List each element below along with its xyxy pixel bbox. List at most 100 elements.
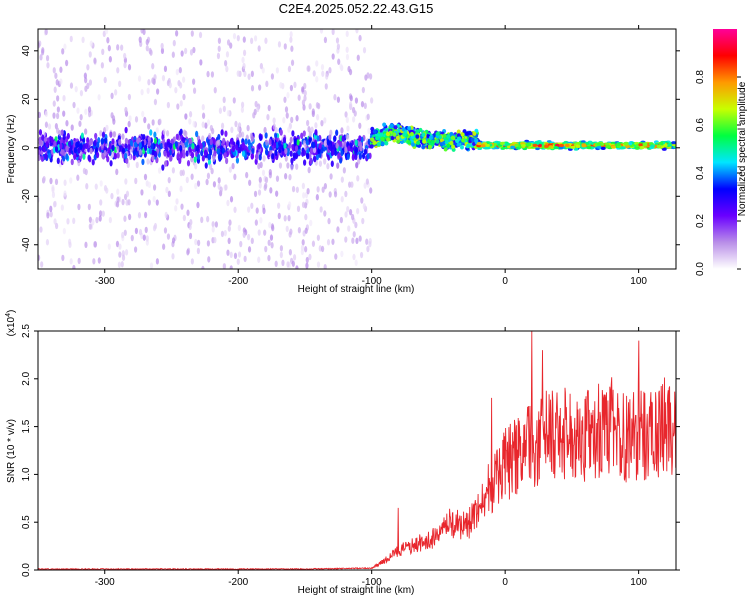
spectrogram-cell <box>464 131 469 136</box>
spectrogram-cell <box>314 129 318 136</box>
spectrogram-cell <box>111 144 115 152</box>
spectrogram-cell <box>56 106 60 113</box>
spectrogram-cell <box>427 145 432 150</box>
spectrogram-cell <box>315 102 319 109</box>
spectrogram-cell <box>428 135 433 140</box>
spectrogram-cell <box>190 30 194 37</box>
spectrogram-cell <box>222 137 226 145</box>
spectrogram-cell <box>54 222 59 230</box>
spectrogram-cell <box>226 249 230 256</box>
spectrogram-cell <box>348 181 352 188</box>
spectrogram-cell <box>352 231 356 238</box>
spectrogram-cell <box>127 93 131 101</box>
spectrogram-cell <box>146 87 150 94</box>
spectrogram-cell <box>358 135 362 142</box>
spectrogram-cell <box>304 227 308 234</box>
spectrogram-cell <box>446 134 451 139</box>
spectrogram-cell <box>237 224 241 232</box>
spectrogram-cell <box>197 139 202 146</box>
spectrogram-cell <box>321 186 325 193</box>
spectrogram-cell <box>331 29 335 36</box>
spectrogram-cell <box>359 251 364 259</box>
spectrogram-cell <box>449 131 454 137</box>
spectrogram-cell <box>151 63 155 70</box>
spectrogram-cell <box>98 210 103 217</box>
spectrogram-cell <box>206 172 211 180</box>
spectrogram-cell <box>147 140 151 147</box>
spectrogram-cell <box>77 257 81 265</box>
spectrogram-cell <box>88 51 92 58</box>
spectrogram-cell <box>84 76 88 84</box>
spectrogram-cell <box>233 252 238 260</box>
spectrogram-cell <box>263 229 267 236</box>
spectrogram-cell <box>340 196 344 203</box>
spectrogram-cell <box>327 217 331 225</box>
spectrogram-cell <box>361 152 366 160</box>
spectrogram-cell <box>46 62 50 69</box>
spectrogram-cell <box>41 134 45 141</box>
spectrogram-cell <box>178 66 182 74</box>
spectrogram-cell <box>108 216 112 224</box>
spectrogram-cell <box>415 129 420 134</box>
spectrogram-cell <box>596 145 602 149</box>
spectrogram-cell <box>331 53 335 60</box>
spectrogram-cell <box>77 147 81 154</box>
spectrogram-cell <box>435 139 440 144</box>
spectrogram-cell <box>142 234 146 241</box>
spectrogram-cell <box>305 262 309 269</box>
spectrogram-cell <box>366 113 370 120</box>
spectrogram-cell <box>257 162 261 170</box>
spectrogram-cell <box>302 192 306 199</box>
spectrogram-cell <box>354 146 359 154</box>
spectrogram-cell <box>147 79 151 86</box>
spectrogram-cell <box>242 36 246 43</box>
spectrogram-cell <box>288 249 292 256</box>
spectrogram-cell <box>201 112 206 119</box>
spectrogram-cell <box>163 65 168 73</box>
spectrogram-cell <box>450 135 455 140</box>
spectrogram-cell <box>305 256 309 264</box>
spectrogram-cell <box>76 174 80 181</box>
spectrogram-cell <box>208 148 213 156</box>
spectrogram-cell <box>264 176 269 184</box>
spectrogram-cell <box>265 139 269 146</box>
spectrogram-cell <box>59 78 63 85</box>
spectrogram-cell <box>44 29 48 36</box>
spectrogram-cell <box>238 131 242 138</box>
spectrogram-cell <box>297 226 301 234</box>
spectrogram-cell <box>134 177 138 185</box>
spectrogram-cell <box>63 43 67 50</box>
spectrogram-cell <box>356 175 360 182</box>
spectrogram-cell <box>95 216 99 224</box>
spectrogram-cell <box>209 138 213 146</box>
spectrogram-cell <box>336 43 341 50</box>
spectrogram-cell <box>320 245 325 253</box>
spectrogram-cell <box>217 177 221 184</box>
spectrogram-cell <box>222 105 226 113</box>
spectrogram-cell <box>333 135 337 142</box>
spectrogram-cell <box>421 145 426 150</box>
spectrogram-cell <box>358 235 362 242</box>
spectrogram-cell <box>213 86 217 94</box>
spectrogram-cell <box>228 219 232 226</box>
spectrogram-cell <box>265 149 269 156</box>
spectrogram-cell <box>61 149 65 156</box>
spectrogram-cell <box>68 238 72 246</box>
colorbar-tick-label: 0.0 <box>695 262 706 276</box>
spectrogram-xtick-label: -100 <box>362 276 382 287</box>
spectrogram-cell <box>379 132 384 137</box>
spectrogram-cell <box>285 225 289 233</box>
spectrogram-xtick-label: -200 <box>228 276 248 287</box>
spectrogram-cell <box>91 219 95 226</box>
spectrogram-cell <box>93 241 97 248</box>
spectrogram-cell <box>174 141 179 148</box>
spectrogram-cell <box>97 257 101 264</box>
spectrogram-cell <box>395 135 400 141</box>
spectrogram-cell <box>480 144 486 148</box>
spectrogram-cell <box>212 181 217 188</box>
spectrogram-cell <box>390 135 395 141</box>
spectrogram-cell <box>118 243 122 250</box>
spectrogram-cell <box>295 163 299 170</box>
spectrogram-cell <box>346 153 350 160</box>
